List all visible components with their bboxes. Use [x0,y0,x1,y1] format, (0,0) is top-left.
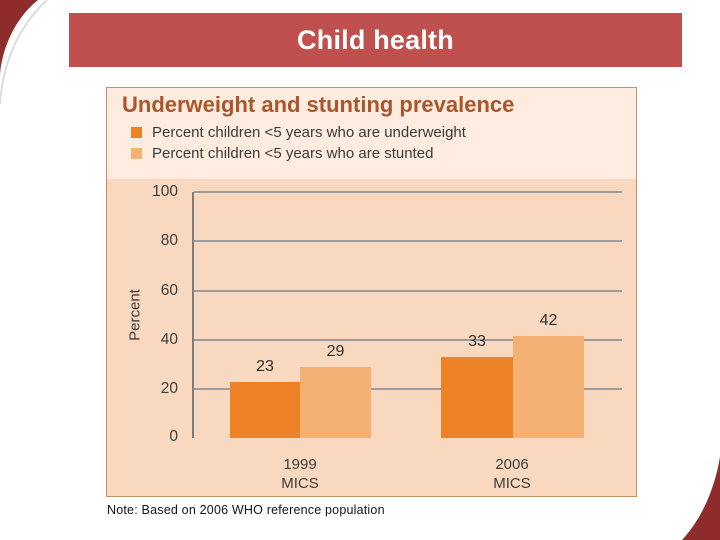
legend-swatch-stunted [131,148,142,159]
gridline-20 [194,388,622,390]
bar-value-2006-stunted: 42 [539,312,558,329]
x-tick-1999-year: 1999 [283,456,317,473]
gridline-100 [194,191,622,193]
chart-panel [106,87,637,497]
x-tick-2006-mics: 2006 MICS [452,455,572,493]
bottom-right-corner-arc [682,457,720,540]
bar-value-2006-underweight: 33 [468,333,486,350]
gridline-40 [194,339,622,341]
y-tick-80: 80 [160,232,178,249]
chart-title: Underweight and stunting prevalence [122,92,515,117]
x-tick-2006-survey: MICS [493,475,531,492]
legend-item-underweight: Percent children <5 years who are underw… [131,124,466,141]
bar-2006-stunted [513,336,584,438]
y-axis-line [192,192,194,438]
gridline-80 [194,240,622,242]
x-tick-2006-year: 2006 [495,456,529,473]
bar-value-1999-stunted: 29 [326,343,345,360]
y-tick-20: 20 [160,380,178,397]
legend-swatch-underweight [131,127,142,138]
legend-label-underweight: Percent children <5 years who are underw… [152,124,466,141]
bar-2006-underweight [441,357,513,438]
y-tick-60: 60 [160,282,178,299]
top-left-corner-arc [0,0,48,105]
bar-1999-stunted [300,367,371,438]
bar-1999-underweight [230,382,300,438]
legend-label-stunted: Percent children <5 years who are stunte… [152,145,434,162]
chart-legend-area [107,88,636,179]
legend-item-stunted: Percent children <5 years who are stunte… [131,145,433,162]
gridline-60 [194,290,622,292]
slide-title: Child health [297,24,454,55]
y-tick-0: 0 [169,428,178,445]
y-tick-40: 40 [160,331,178,348]
x-tick-1999-survey: MICS [281,475,319,492]
bar-value-1999-underweight: 23 [256,358,274,375]
chart-footnote: Note: Based on 2006 WHO reference popula… [107,503,385,517]
x-tick-1999-mics: 1999 MICS [240,455,360,493]
slide-header-bar: Child health [69,13,682,67]
y-tick-100: 100 [152,183,178,200]
